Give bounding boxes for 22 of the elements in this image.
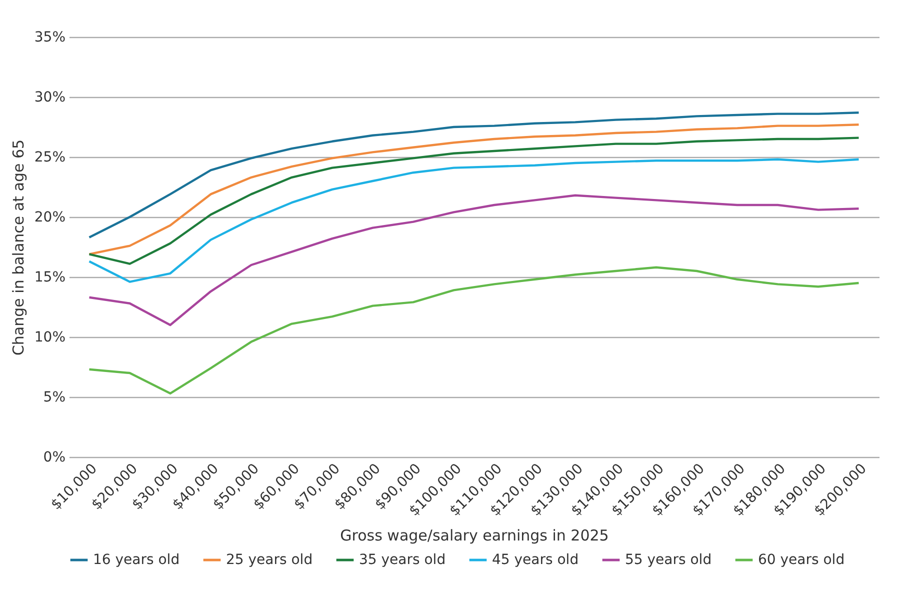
x-axis-title: Gross wage/salary earnings in 2025 bbox=[340, 526, 609, 545]
y-tick-label: 0% bbox=[43, 450, 66, 466]
y-tick-label: 5% bbox=[43, 390, 66, 406]
legend-label: 55 years old bbox=[625, 552, 712, 568]
legend-label: 16 years old bbox=[93, 552, 180, 568]
legend-label: 45 years old bbox=[492, 552, 579, 568]
legend-label: 25 years old bbox=[226, 552, 313, 568]
y-tick-label: 15% bbox=[34, 270, 66, 286]
line-series bbox=[88, 112, 860, 238]
y-tick-label: 20% bbox=[34, 210, 66, 226]
line-series bbox=[88, 158, 860, 283]
y-tick-label: 10% bbox=[34, 330, 66, 346]
line-series bbox=[88, 124, 860, 256]
line-series bbox=[88, 136, 860, 265]
legend-label: 60 years old bbox=[758, 552, 845, 568]
line-series bbox=[88, 194, 860, 326]
line-series bbox=[88, 266, 860, 394]
legend-label: 35 years old bbox=[359, 552, 446, 568]
y-tick-label: 25% bbox=[34, 150, 66, 166]
y-tick-label: 30% bbox=[34, 90, 66, 106]
y-tick-label: 35% bbox=[34, 30, 66, 46]
y-axis-title: Change in balance at age 65 bbox=[9, 139, 28, 356]
